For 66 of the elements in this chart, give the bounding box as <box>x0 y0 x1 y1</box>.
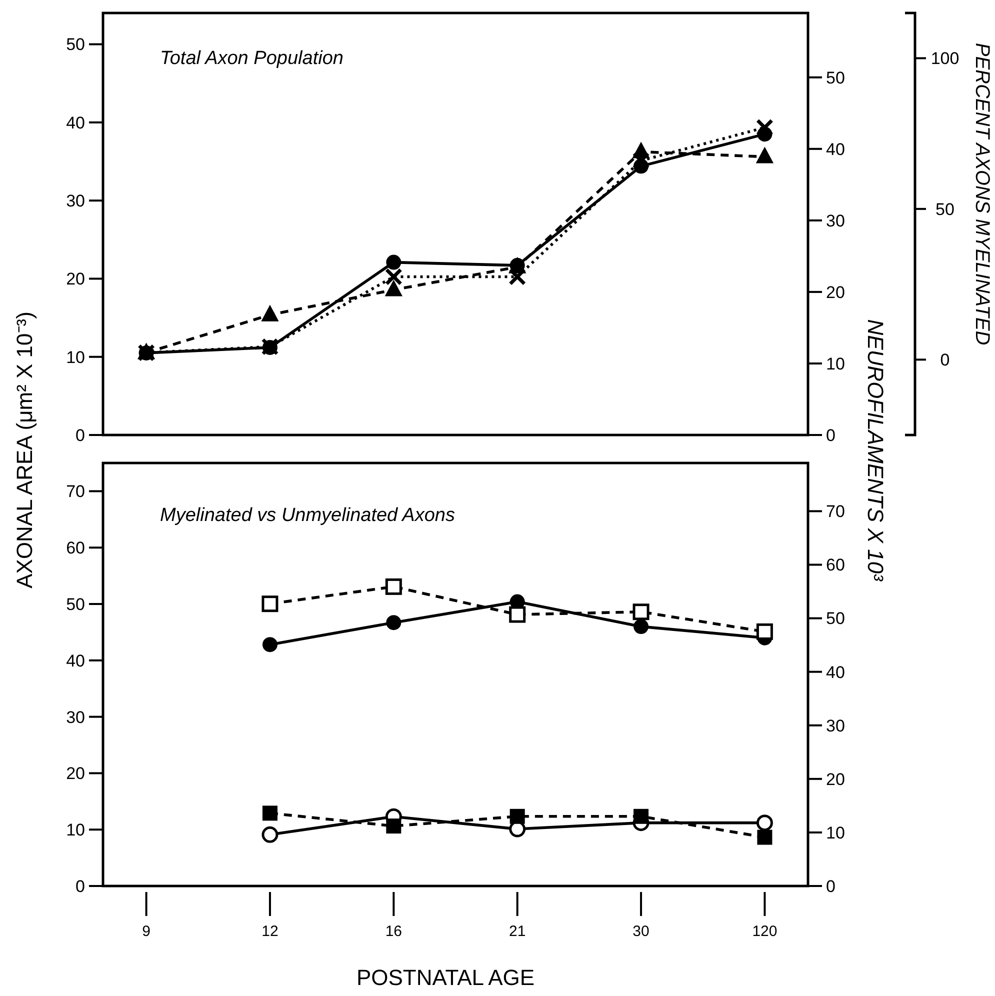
y2-tick-label: 0 <box>826 876 836 896</box>
point <box>757 830 772 845</box>
y-tick-label: 30 <box>66 708 85 727</box>
x-tick-label: 9 <box>142 923 150 940</box>
point <box>632 152 650 170</box>
y-tick-label: 20 <box>66 270 85 289</box>
y2-tick-label: 50 <box>826 609 845 628</box>
point <box>756 814 773 832</box>
point <box>262 806 278 821</box>
y2-tick-label: 40 <box>826 140 845 159</box>
point <box>262 637 278 652</box>
x-axis-title: POSTNATAL AGE <box>356 965 535 990</box>
y-tick-label: 20 <box>66 764 85 784</box>
y-tick-label: 30 <box>66 192 85 211</box>
y3-axis-title: PERCENT AXONS MYELINATED <box>971 42 993 346</box>
y-tick-label: 40 <box>66 651 85 670</box>
point <box>384 268 402 286</box>
x-tick-label: 21 <box>509 923 526 940</box>
y-tick-label: 0 <box>76 876 85 896</box>
x-tick-label: 16 <box>385 923 402 940</box>
point <box>386 615 402 630</box>
point <box>261 305 278 322</box>
y2-tick-label: 10 <box>826 823 845 842</box>
y2-tick-label: 60 <box>826 556 845 575</box>
point <box>385 578 402 595</box>
y2-tick-label: 30 <box>826 716 845 736</box>
text: Total Axon Population <box>160 48 344 69</box>
y2-tick-label: 40 <box>826 662 845 682</box>
y2-tick-label: 70 <box>826 502 845 522</box>
y-tick-label: 10 <box>66 820 85 840</box>
point <box>386 254 402 270</box>
y3-tick-label: 50 <box>936 200 954 219</box>
y2-tick-label: 30 <box>826 211 845 230</box>
y2-tick-label: 20 <box>826 770 845 789</box>
point <box>756 623 773 640</box>
y-tick-label: 50 <box>66 35 85 54</box>
y2-tick-label: 20 <box>826 282 845 302</box>
point <box>634 808 649 824</box>
point <box>510 808 525 824</box>
y2-tick-label: 50 <box>826 68 845 88</box>
point <box>756 118 774 136</box>
y2-tick-label: 10 <box>826 354 845 374</box>
x-tick-label: 120 <box>752 923 778 940</box>
y-tick-label: 40 <box>66 113 85 132</box>
y-tick-label: 50 <box>66 594 85 614</box>
y-tick-label: 0 <box>76 426 85 445</box>
y-tick-label: 10 <box>66 348 85 367</box>
x-tick-label: 30 <box>632 923 650 940</box>
point <box>632 604 650 620</box>
y-tick-label: 70 <box>66 482 85 502</box>
y3-tick-label: 0 <box>940 350 950 370</box>
y-axis-title: AXONAL AREA (μm² X 10⁻³) <box>12 312 37 588</box>
y2-tick-label: 0 <box>826 426 836 445</box>
point <box>509 606 526 623</box>
text: Myelinated vs Unmyelinated Axons <box>160 505 456 526</box>
point <box>385 280 402 296</box>
point <box>262 596 278 612</box>
x-tick-label: 12 <box>262 923 278 940</box>
y3-tick-label: 100 <box>930 49 960 68</box>
y-tick-label: 60 <box>66 538 85 558</box>
point <box>262 826 278 843</box>
point <box>634 619 649 634</box>
point <box>756 147 774 164</box>
point <box>508 268 526 286</box>
point <box>386 818 402 834</box>
y2-axis-title: NEUROFILAMENTS X 10³ <box>863 319 888 582</box>
